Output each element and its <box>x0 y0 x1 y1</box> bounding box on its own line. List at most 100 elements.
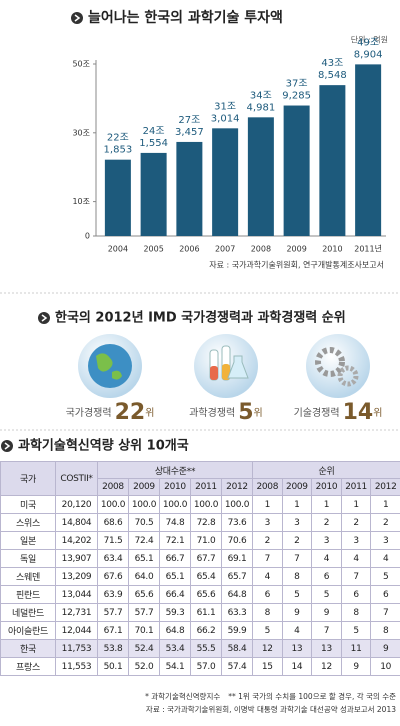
value-cell: 5 <box>311 585 342 604</box>
table-body: 미국 20,120 100.0 100.0 100.0 100.0 100.0 1 1 1 1 1 스위… <box>0 495 400 676</box>
value-cell: 100.0 <box>221 495 253 514</box>
value-cell: 8 <box>340 603 372 622</box>
value-cell: 73.6 <box>221 513 253 532</box>
value-cell: 13,044 <box>55 585 98 604</box>
value-cell: 71.0 <box>190 531 222 550</box>
ranking-label: 국가경쟁력 <box>66 406 112 419</box>
value-label: 43조 <box>321 58 343 69</box>
value-label: 3,457 <box>175 127 204 138</box>
value-cell: 12,044 <box>55 621 98 640</box>
header-row: 2008 2009 2010 2011 2012 2008 2009 2010 2011 2012 <box>1 478 400 496</box>
value-cell: 9 <box>311 603 342 622</box>
value-cell: 59.9 <box>221 621 253 640</box>
value-cell: 7 <box>252 549 283 568</box>
value-cell: 59.3 <box>159 603 191 622</box>
value-cell: 70.1 <box>128 621 160 640</box>
ranking: 기술경쟁력 14위 <box>294 400 383 425</box>
x-tick-label: 2008 <box>251 245 271 254</box>
value-cell: 14 <box>281 657 313 676</box>
value-cell: 63.9 <box>97 585 129 604</box>
data-table: 국가 COSTII* 상대수준** 순위 2008 2009 2010 2011 2012 200… <box>0 461 400 676</box>
ranking-label: 과학경쟁력 <box>189 406 235 419</box>
value-label: 49조 <box>357 37 379 48</box>
year-cell: 2008 <box>252 478 283 496</box>
value-cell: 7 <box>281 549 313 568</box>
value-cell: 67.6 <box>97 567 129 586</box>
value-label: 3,014 <box>211 113 240 124</box>
ranking: 국가경쟁력 22위 <box>66 400 155 425</box>
heading-icon <box>38 312 50 324</box>
value-cell: 55.5 <box>190 639 222 658</box>
value-cell: 3 <box>340 531 372 550</box>
value-label: 8,904 <box>354 49 383 60</box>
value-cell: 2 <box>340 513 372 532</box>
value-label: 31조 <box>214 101 236 112</box>
bar <box>319 85 346 236</box>
table-row: 한국 11,753 53.8 52.4 53.4 55.5 58.4 12 13 13 11 9 <box>0 639 400 658</box>
value-cell: 1 <box>340 495 372 514</box>
year-cell: 2010 <box>159 478 191 496</box>
value-cell: 8 <box>281 567 313 586</box>
value-cell: 9 <box>340 657 372 676</box>
heading-icon <box>71 12 83 24</box>
country-cell: 아이슬란드 <box>0 621 56 640</box>
value-cell: 1 <box>252 495 283 514</box>
value-cell: 2 <box>370 513 400 532</box>
value-cell: 11,753 <box>55 639 98 658</box>
value-label: 34조 <box>250 90 272 101</box>
ranking-value: 14 <box>343 400 374 425</box>
value-cell: 3 <box>311 531 342 550</box>
value-cell: 20,120 <box>55 495 98 514</box>
value-cell: 67.7 <box>190 549 222 568</box>
x-tick-label: 2004 <box>108 245 128 254</box>
ranking-value: 22 <box>115 400 146 425</box>
value-cell: 4 <box>311 549 342 568</box>
value-cell: 57.7 <box>97 603 129 622</box>
value-cell: 6 <box>311 567 342 586</box>
y-tick-label: 30조 <box>72 128 90 137</box>
value-cell: 65.6 <box>190 585 222 604</box>
value-cell: 12,731 <box>55 603 98 622</box>
year-cell: 2010 <box>311 478 342 496</box>
value-label: 9,285 <box>282 91 311 102</box>
value-cell: 7 <box>340 567 372 586</box>
value-cell: 64.8 <box>221 585 253 604</box>
value-cell: 2 <box>252 531 283 550</box>
value-cell: 64.8 <box>159 621 191 640</box>
value-cell: 7 <box>370 603 400 622</box>
bar <box>176 141 203 236</box>
value-cell: 9 <box>370 639 400 658</box>
ranking: 과학경쟁력 5위 <box>189 400 263 425</box>
country-cell: 일본 <box>0 531 56 550</box>
value-cell: 72.8 <box>190 513 222 532</box>
value-cell: 52.4 <box>128 639 160 658</box>
value-cell: 67.1 <box>97 621 129 640</box>
ranking-unit: 위 <box>373 406 382 419</box>
country-cell: 핀란드 <box>0 585 56 604</box>
value-cell: 2 <box>311 513 342 532</box>
value-cell: 5 <box>252 621 283 640</box>
value-cell: 11 <box>340 639 372 658</box>
value-cell: 64.0 <box>128 567 160 586</box>
value-cell: 5 <box>281 585 313 604</box>
rankings-title: 한국의 2012년 IMD 국가경쟁력과 과학경쟁력 순위 <box>55 310 346 326</box>
value-cell: 3 <box>252 513 283 532</box>
note-line: * 과학기술혁신역량지수 ** 1위 국가의 수치를 100으로 할 경우, 각 … <box>0 690 396 703</box>
value-cell: 66.4 <box>159 585 191 604</box>
value-cell: 69.1 <box>221 549 253 568</box>
value-cell: 57.7 <box>128 603 160 622</box>
year-cell: 2011 <box>190 478 222 496</box>
y-tick-label: 50조 <box>72 60 90 69</box>
value-cell: 14,804 <box>55 513 98 532</box>
y-tick-label: 0 <box>85 232 90 241</box>
header-cell: 국가 <box>0 461 56 496</box>
note: ** 1위 국가의 수치를 100으로 할 경우, 각 국의 수준 <box>228 692 396 701</box>
chart-source: 자료 : 국가과학기술위원회, 연구개발통계조사보고서 <box>209 260 384 270</box>
table-row: 스웨덴 13,209 67.6 64.0 65.1 65.4 65.7 4 8 6 7 5 <box>0 567 400 586</box>
year-cell: 2009 <box>281 478 313 496</box>
notes: * 과학기술혁신역량지수 ** 1위 국가의 수치를 100으로 할 경우, 각 … <box>0 690 396 716</box>
value-cell: 70.6 <box>221 531 253 550</box>
value-cell: 4 <box>340 549 372 568</box>
